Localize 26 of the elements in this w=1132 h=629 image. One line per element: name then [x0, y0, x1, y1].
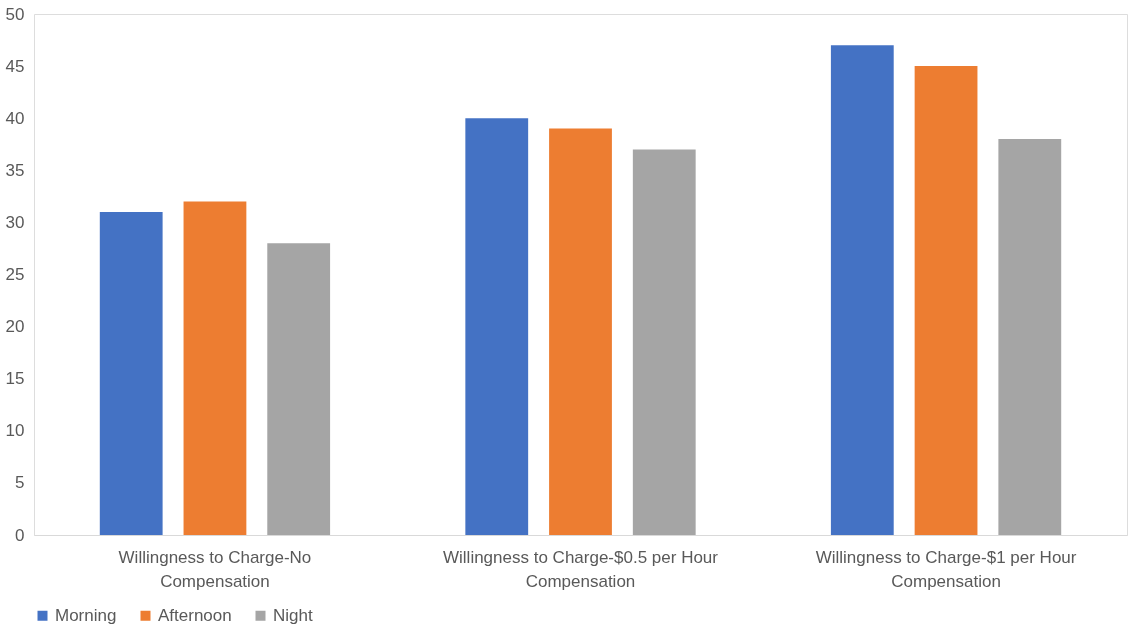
y-tick-label: 0	[15, 525, 25, 545]
bar	[267, 243, 331, 535]
legend-label: Afternoon	[158, 605, 232, 625]
bar	[465, 118, 529, 535]
y-tick-label: 25	[5, 265, 25, 284]
x-tick-label: Willingness to Charge-No Compensation	[118, 547, 312, 591]
y-tick-label: 10	[5, 421, 25, 441]
bar	[632, 149, 696, 535]
y-tick-label: 5	[15, 473, 25, 493]
bar	[914, 66, 978, 535]
y-tick-label: 45	[5, 56, 25, 76]
bar	[830, 45, 894, 535]
y-tick-label: 35	[5, 160, 25, 180]
bar	[183, 201, 247, 535]
y-tick-label: 20	[5, 317, 25, 337]
legend-label: Morning	[55, 605, 117, 625]
bar	[549, 128, 612, 535]
y-tick-label: 40	[5, 108, 25, 128]
x-tick-label: Willingness to Charge-$1 per Hour Compensation	[815, 547, 1077, 591]
bar	[998, 139, 1062, 535]
legend-label: Night	[273, 605, 313, 625]
y-tick-label: 30	[5, 212, 25, 232]
y-tick-label: 50	[5, 4, 25, 24]
bar	[99, 211, 163, 535]
x-tick-label: Willingness to Charge-$0.5 per Hour Compensation	[443, 547, 719, 591]
y-tick-label: 15	[5, 369, 25, 389]
